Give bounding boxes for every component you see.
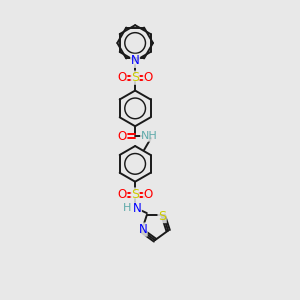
Text: H: H <box>123 203 131 214</box>
Text: O: O <box>143 188 153 201</box>
Text: O: O <box>143 71 153 84</box>
Text: N: N <box>138 223 147 236</box>
Text: N: N <box>131 54 140 67</box>
Text: S: S <box>131 71 139 84</box>
Text: S: S <box>131 188 139 201</box>
Text: N: N <box>133 202 142 215</box>
Text: S: S <box>158 210 166 223</box>
Text: O: O <box>118 71 127 84</box>
Text: O: O <box>118 188 127 201</box>
Text: O: O <box>118 130 127 142</box>
Text: NH: NH <box>141 131 158 141</box>
